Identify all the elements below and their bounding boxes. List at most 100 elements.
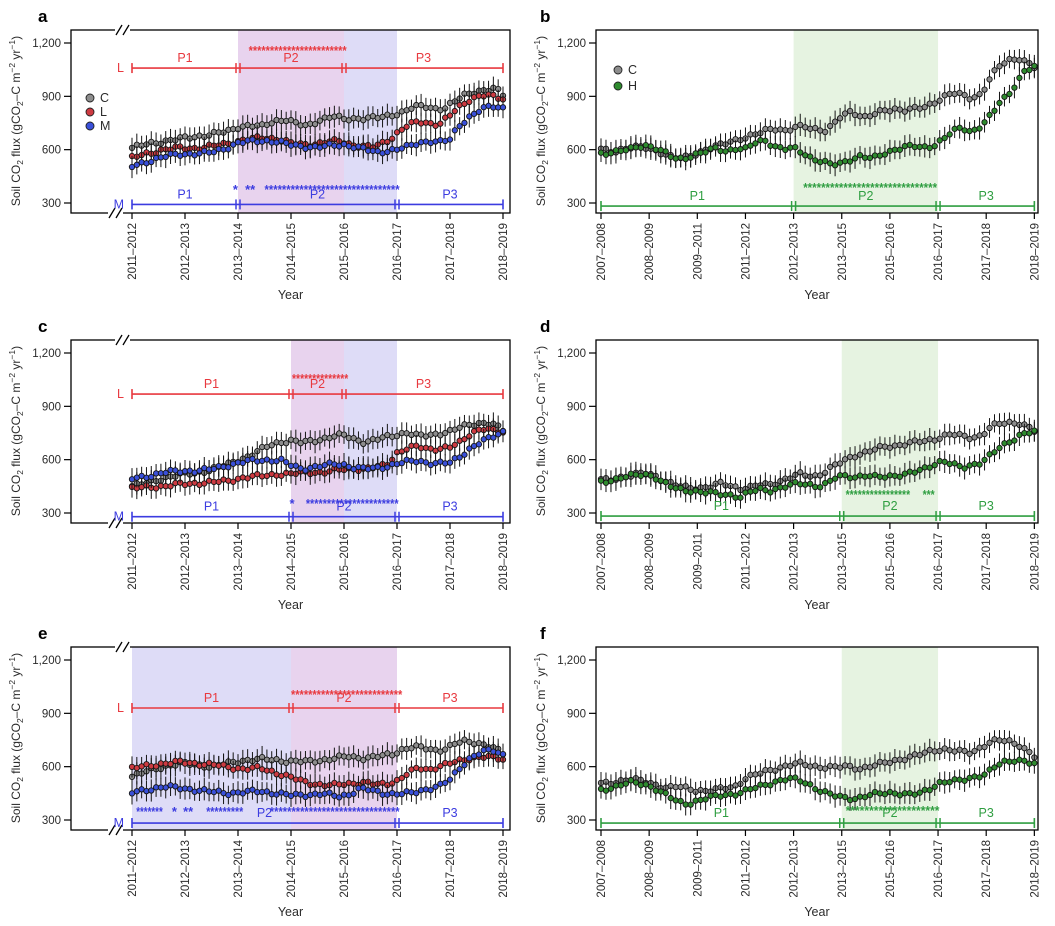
x-tick-label: 2013–2014 <box>233 532 245 590</box>
data-point <box>817 788 824 796</box>
data-point <box>831 461 839 468</box>
panel-a: 300 600 900 1,200 2011–2012 2012–2013 2013–201… <box>7 7 511 302</box>
data-point <box>632 471 640 478</box>
data-point <box>821 157 829 165</box>
legend-label: C <box>100 91 109 105</box>
data-point <box>360 756 367 764</box>
data-point <box>821 788 829 795</box>
data-point <box>196 467 203 474</box>
data-point <box>986 739 993 746</box>
data-point <box>249 136 256 143</box>
data-point <box>752 771 759 778</box>
data-point <box>981 86 988 93</box>
data-point <box>901 142 908 150</box>
period-label: P2 <box>310 377 325 391</box>
data-point <box>911 469 918 476</box>
period-label: P2 <box>257 806 272 820</box>
data-point <box>148 473 155 481</box>
data-point <box>466 738 473 746</box>
data-point <box>971 773 978 780</box>
x-tick-label: 2011–2012 <box>740 840 752 897</box>
data-point <box>851 155 859 162</box>
data-point <box>986 424 993 432</box>
data-point <box>417 743 425 750</box>
data-point <box>981 743 988 751</box>
data-point <box>936 457 943 465</box>
axis-break-icon <box>115 24 123 36</box>
data-point <box>210 148 218 156</box>
data-point <box>841 456 849 463</box>
data-point <box>268 767 275 774</box>
data-point <box>162 469 169 477</box>
significance-asterisks: * <box>233 182 239 197</box>
data-point <box>812 124 819 132</box>
x-tick-label: 2016–2017 <box>392 840 404 898</box>
x-tick-label: 2008–2009 <box>644 840 656 898</box>
data-point <box>846 107 854 115</box>
data-point <box>1006 55 1013 63</box>
panel-letter: c <box>38 317 47 336</box>
shaded-region <box>344 340 397 523</box>
data-point <box>1011 437 1018 444</box>
data-point <box>826 790 834 797</box>
data-point <box>727 491 734 498</box>
data-point <box>398 774 405 782</box>
data-point <box>787 481 794 488</box>
data-point <box>461 451 468 458</box>
data-point <box>851 795 859 803</box>
data-point <box>971 94 978 101</box>
data-point <box>360 144 367 151</box>
data-point <box>846 158 854 165</box>
period-label: P1 <box>177 187 192 201</box>
data-point <box>896 473 904 480</box>
data-point <box>836 764 844 771</box>
data-point <box>747 142 754 149</box>
data-point <box>851 454 859 461</box>
data-point <box>931 100 938 107</box>
x-tick-label: 2011–2012 <box>740 533 752 590</box>
panel-f: 300 600 900 1,200 2007–2008 2008–2009 2009–201… <box>532 624 1041 919</box>
data-point <box>466 755 473 762</box>
data-point <box>499 750 507 758</box>
data-point <box>752 784 759 792</box>
data-point <box>1006 737 1013 744</box>
data-point <box>432 783 439 790</box>
data-point <box>916 752 923 759</box>
data-point <box>991 107 998 114</box>
period-label: P1 <box>714 499 729 513</box>
data-point <box>737 494 744 501</box>
data-point <box>707 145 714 152</box>
data-point <box>647 143 654 150</box>
period-bar-L: P1 P2 P3 L <box>117 377 504 401</box>
data-point <box>986 111 993 119</box>
data-point <box>787 762 794 770</box>
data-point <box>767 782 774 789</box>
data-point <box>737 789 744 797</box>
data-point <box>451 769 458 776</box>
data-point <box>991 449 998 456</box>
data-point <box>442 779 449 787</box>
data-point <box>762 487 769 494</box>
x-tick-label: 2016–2017 <box>933 223 945 281</box>
data-point <box>446 112 454 119</box>
data-point <box>398 791 405 798</box>
significance-asterisks: *** <box>923 487 936 502</box>
y-tick-label: 1,200 <box>557 348 586 360</box>
data-point <box>831 118 839 125</box>
data-point <box>1011 740 1018 747</box>
period-label: P2 <box>336 691 351 705</box>
panel-d: 300 600 900 1,200 2007–2008 2008–2009 2009–201… <box>532 317 1041 612</box>
data-point <box>971 126 978 133</box>
data-point <box>167 760 174 768</box>
data-point <box>961 747 968 755</box>
data-point <box>956 462 963 470</box>
axis-break-icon <box>122 24 130 36</box>
significance-asterisks: ********* <box>206 804 244 819</box>
data-point <box>797 758 804 765</box>
data-point <box>201 786 208 793</box>
data-point <box>607 150 615 157</box>
data-point <box>936 97 943 104</box>
x-tick-label: 2015–2016 <box>885 533 897 591</box>
period-bar-M: P1 P2 P3 M <box>114 500 504 524</box>
